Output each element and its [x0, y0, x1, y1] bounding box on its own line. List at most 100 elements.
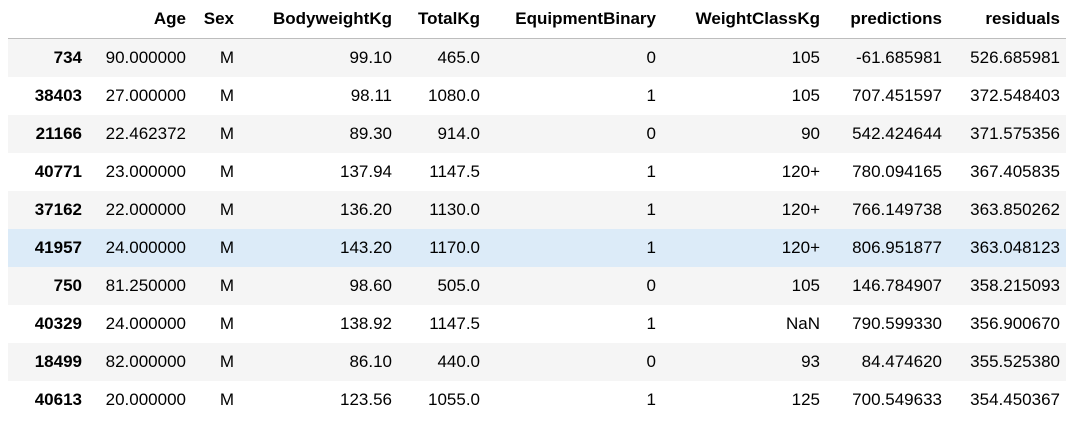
cell-equipment: 1 — [646, 390, 656, 409]
cell-total: 505.0 — [437, 276, 480, 295]
row-index: 750 — [53, 276, 82, 295]
cell-weightclass: 105 — [791, 86, 820, 105]
cell-residuals: 372.548403 — [970, 86, 1060, 105]
header-residuals: residuals — [948, 0, 1066, 39]
cell-sex: M — [219, 200, 234, 219]
row-index: 37162 — [34, 200, 82, 219]
table-row: 21166 22.462372 M 89.30 914.0 0 90 542.4… — [8, 115, 1066, 153]
cell-bodyweight: 98.11 — [350, 86, 392, 105]
cell-predictions: 806.951877 — [852, 238, 942, 257]
cell-bodyweight: 99.10 — [349, 48, 392, 67]
cell-residuals: 526.685981 — [970, 48, 1060, 67]
cell-predictions: 707.451597 — [852, 86, 942, 105]
cell-predictions: 84.474620 — [861, 352, 942, 371]
row-index: 18499 — [34, 352, 82, 371]
cell-sex: M — [219, 162, 234, 181]
cell-equipment: 0 — [646, 124, 656, 143]
header-row: Age Sex BodyweightKg TotalKg EquipmentBi… — [8, 0, 1066, 39]
cell-weightclass: 120+ — [781, 238, 820, 257]
cell-residuals: 356.900670 — [970, 314, 1060, 333]
header-sex: Sex — [192, 0, 240, 39]
cell-predictions: 790.599330 — [852, 314, 942, 333]
cell-residuals: 354.450367 — [970, 390, 1060, 409]
cell-sex: M — [219, 86, 234, 105]
cell-bodyweight: 89.30 — [349, 124, 392, 143]
row-index: 21166 — [35, 124, 82, 143]
row-index: 40771 — [34, 162, 82, 181]
cell-predictions: 780.094165 — [852, 162, 942, 181]
cell-equipment: 0 — [646, 48, 656, 67]
cell-equipment: 1 — [646, 200, 656, 219]
cell-total: 1147.5 — [429, 314, 480, 333]
cell-sex: M — [219, 238, 234, 257]
table-row: 40329 24.000000 M 138.92 1147.5 1 NaN 79… — [8, 305, 1066, 343]
cell-weightclass: 105 — [791, 276, 820, 295]
cell-residuals: 358.215093 — [970, 276, 1060, 295]
table-body: 734 90.000000 M 99.10 465.0 0 105 -61.68… — [8, 38, 1066, 419]
header-predictions: predictions — [826, 0, 948, 39]
table-row-highlighted: 41957 24.000000 M 143.20 1170.0 1 120+ 8… — [8, 229, 1066, 267]
header-equipmentbinary: EquipmentBinary — [486, 0, 662, 39]
cell-weightclass: 120+ — [781, 200, 820, 219]
cell-total: 465.0 — [437, 48, 480, 67]
header-age: Age — [88, 0, 192, 39]
cell-equipment: 1 — [646, 238, 656, 257]
cell-weightclass: NaN — [785, 314, 820, 333]
cell-age: 22.462372 — [105, 124, 186, 143]
cell-bodyweight: 123.56 — [340, 390, 392, 409]
cell-sex: M — [219, 48, 234, 67]
cell-predictions: 542.424644 — [852, 124, 942, 143]
cell-age: 22.000000 — [105, 200, 186, 219]
cell-predictions: 700.549633 — [852, 390, 942, 409]
cell-predictions: -61.685981 — [855, 48, 942, 67]
cell-total: 440.0 — [437, 352, 480, 371]
cell-equipment: 1 — [646, 162, 656, 181]
cell-residuals: 363.048123 — [970, 238, 1060, 257]
table-row: 18499 82.000000 M 86.10 440.0 0 93 84.47… — [8, 343, 1066, 381]
cell-residuals: 355.525380 — [970, 352, 1060, 371]
table-row: 40613 20.000000 M 123.56 1055.0 1 125 70… — [8, 381, 1066, 419]
row-index: 734 — [53, 48, 82, 67]
cell-bodyweight: 86.10 — [349, 352, 392, 371]
row-index: 41957 — [34, 238, 82, 257]
table-header: Age Sex BodyweightKg TotalKg EquipmentBi… — [8, 0, 1066, 39]
cell-total: 1170.0 — [429, 238, 480, 257]
cell-age: 90.000000 — [105, 48, 186, 67]
cell-bodyweight: 137.94 — [340, 162, 392, 181]
cell-weightclass: 93 — [801, 352, 820, 371]
cell-sex: M — [219, 352, 234, 371]
cell-sex: M — [219, 124, 234, 143]
row-index: 38403 — [34, 86, 82, 105]
header-index — [8, 0, 88, 39]
row-index: 40329 — [34, 314, 82, 333]
cell-bodyweight: 136.20 — [340, 200, 392, 219]
header-bodyweightkg: BodyweightKg — [240, 0, 398, 39]
cell-predictions: 766.149738 — [852, 200, 942, 219]
cell-equipment: 1 — [646, 314, 656, 333]
cell-age: 24.000000 — [105, 238, 186, 257]
cell-sex: M — [219, 390, 234, 409]
cell-age: 27.000000 — [105, 86, 186, 105]
cell-equipment: 1 — [646, 86, 656, 105]
row-index: 40613 — [34, 390, 82, 409]
cell-weightclass: 105 — [791, 48, 820, 67]
cell-total: 914.0 — [437, 124, 480, 143]
cell-total: 1147.5 — [429, 162, 480, 181]
cell-age: 81.250000 — [105, 276, 186, 295]
table-row: 38403 27.000000 M 98.11 1080.0 1 105 707… — [8, 77, 1066, 115]
cell-weightclass: 125 — [791, 390, 820, 409]
cell-weightclass: 90 — [801, 124, 820, 143]
cell-age: 24.000000 — [105, 314, 186, 333]
cell-residuals: 371.575356 — [970, 124, 1060, 143]
cell-sex: M — [219, 276, 234, 295]
cell-residuals: 367.405835 — [970, 162, 1060, 181]
table-row: 40771 23.000000 M 137.94 1147.5 1 120+ 7… — [8, 153, 1066, 191]
cell-weightclass: 120+ — [781, 162, 820, 181]
header-totalkg: TotalKg — [398, 0, 486, 39]
table-row: 750 81.250000 M 98.60 505.0 0 105 146.78… — [8, 267, 1066, 305]
cell-age: 23.000000 — [105, 162, 186, 181]
cell-total: 1080.0 — [428, 86, 480, 105]
cell-bodyweight: 98.60 — [349, 276, 392, 295]
cell-sex: M — [219, 314, 234, 333]
